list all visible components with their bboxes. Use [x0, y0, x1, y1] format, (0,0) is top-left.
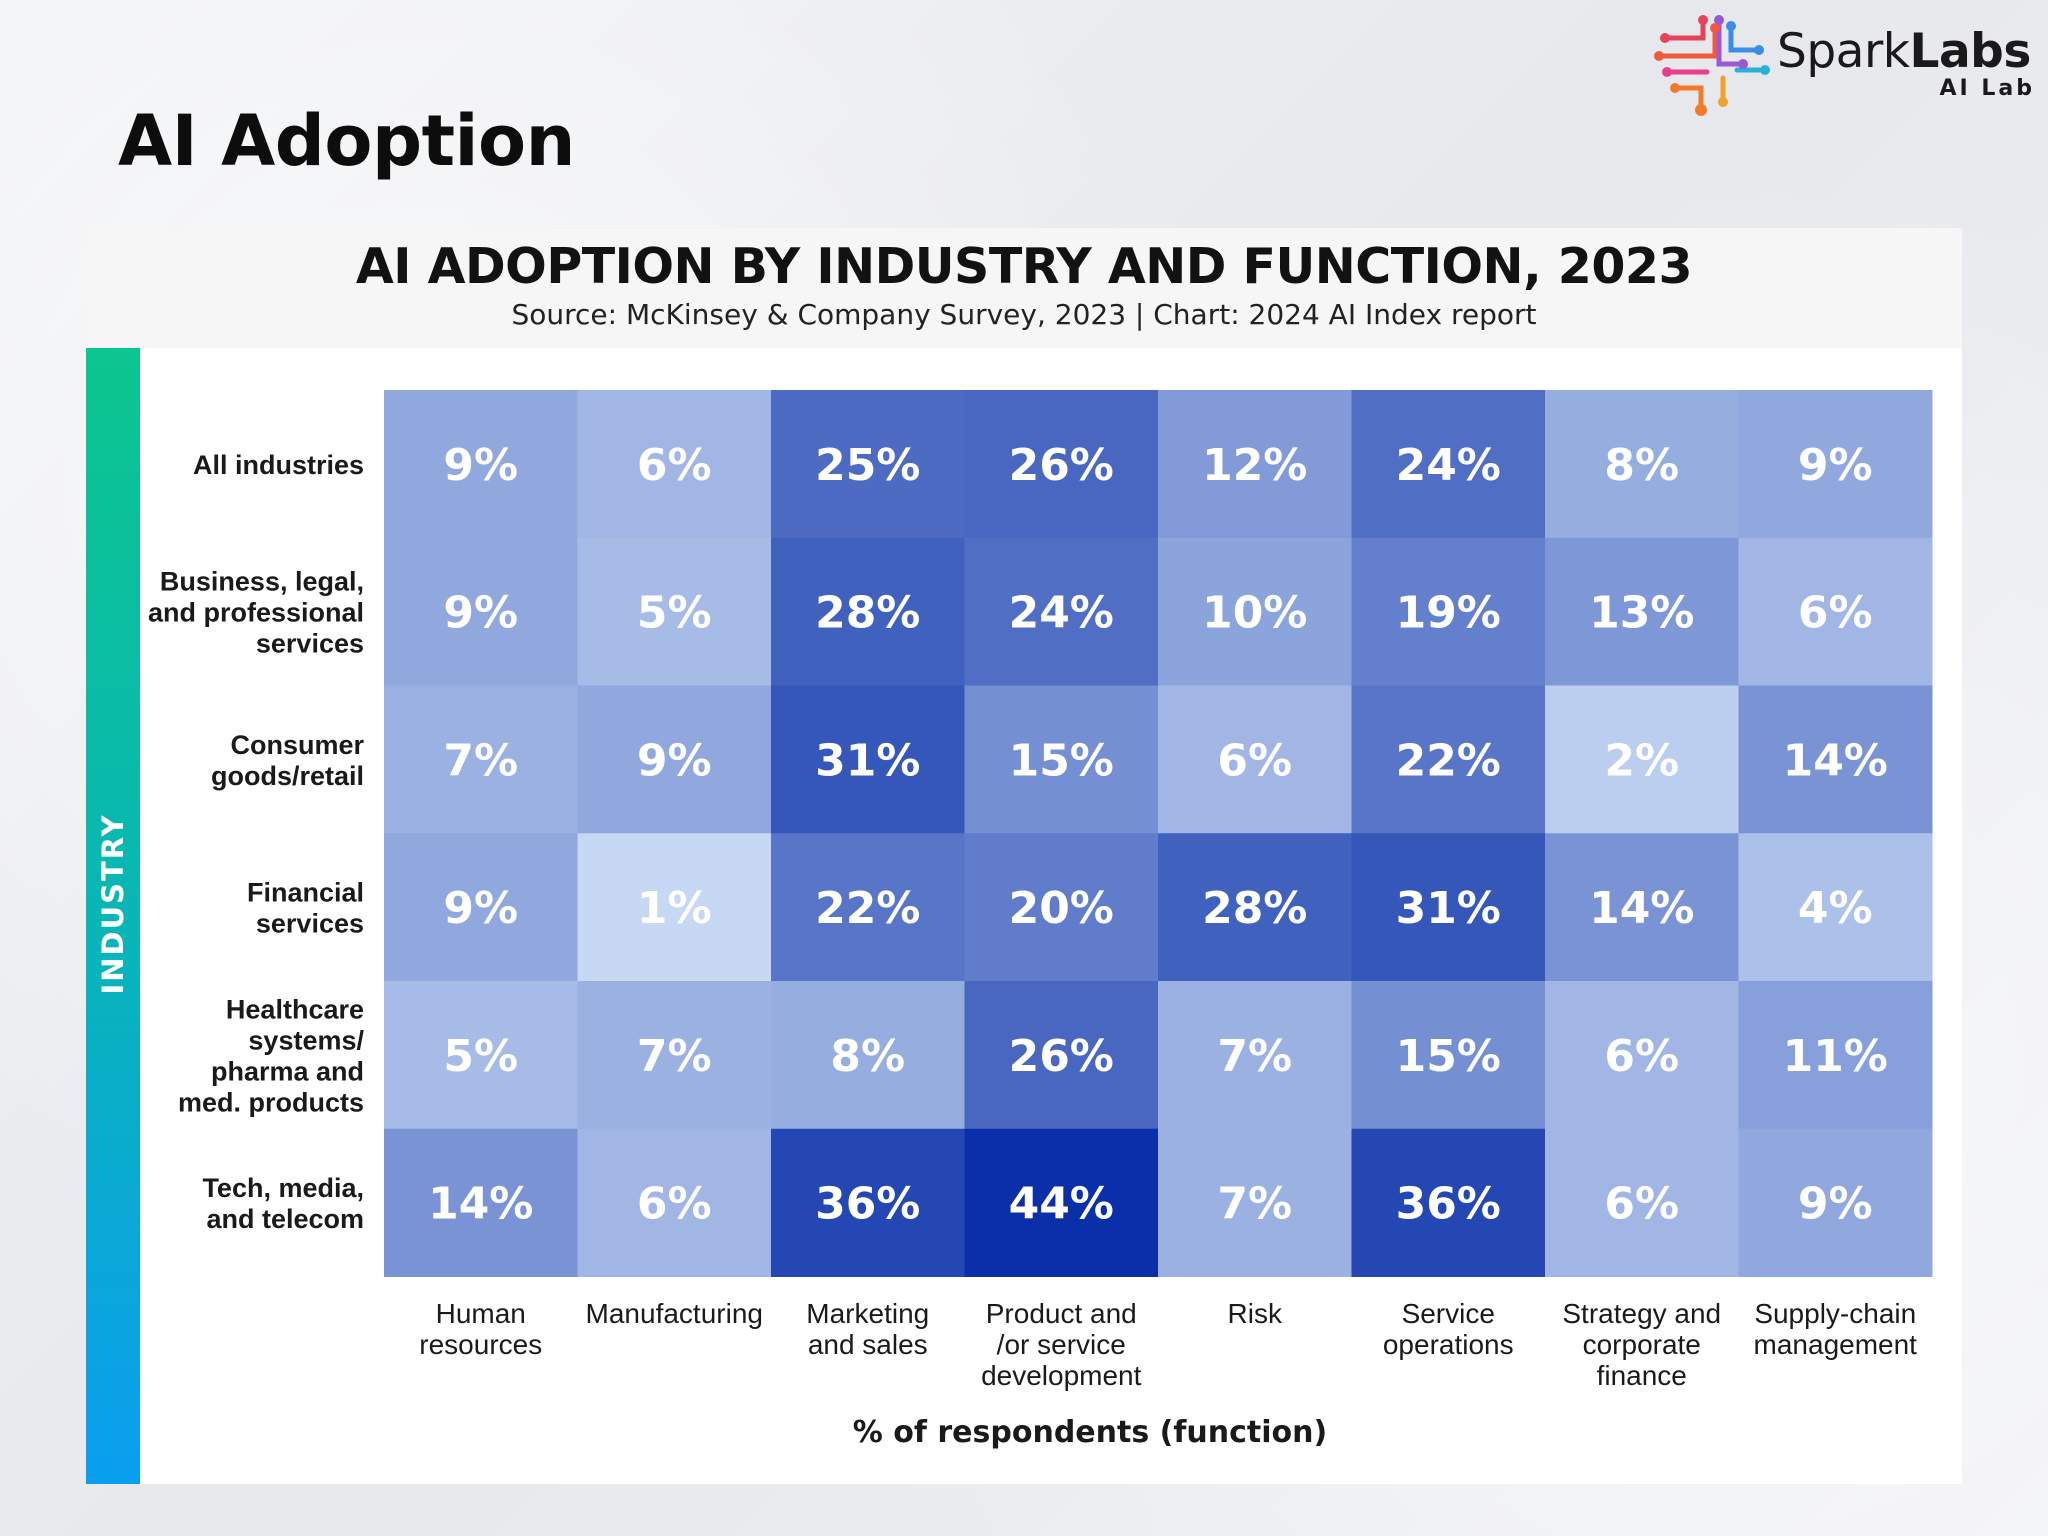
circuit-logo-icon	[1654, 15, 1770, 116]
industry-axis-bar	[86, 348, 140, 1484]
logo-wordmark: SparkLabs	[1777, 24, 2031, 79]
sparklabs-logo: SparkLabs AI Lab	[1645, 8, 2045, 120]
chart-subtitle: Source: McKinsey & Company Survey, 2023 …	[511, 298, 1537, 331]
chart-header: AI ADOPTION BY INDUSTRY AND FUNCTION, 20…	[86, 228, 1962, 348]
slide-title: AI Adoption	[118, 100, 575, 182]
logo-subtitle: AI Lab	[1939, 76, 2035, 101]
chart-card	[86, 348, 1962, 1484]
logo-name-light: Spark	[1777, 24, 1910, 79]
chart-title: AI ADOPTION BY INDUSTRY AND FUNCTION, 20…	[355, 238, 1693, 295]
y-axis-title: INDUSTRY	[96, 813, 130, 995]
logo-name-bold: Labs	[1909, 24, 2032, 79]
x-axis-title: % of respondents (function)	[852, 1415, 1328, 1450]
